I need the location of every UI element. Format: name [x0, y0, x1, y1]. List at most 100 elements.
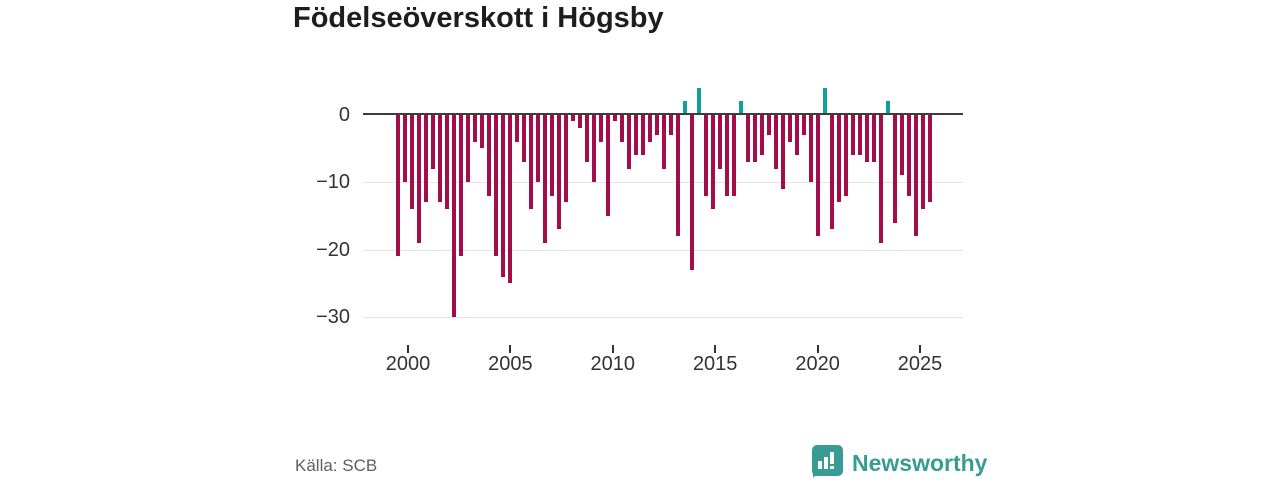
bar	[928, 114, 932, 203]
x-axis-tick	[611, 345, 614, 353]
bar	[452, 114, 456, 317]
bar	[767, 114, 771, 135]
bar	[739, 101, 743, 115]
x-axis-tick	[714, 345, 717, 353]
bar	[501, 114, 505, 277]
plot-area: 0 −10 −20 −30	[316, 85, 963, 327]
bar	[844, 114, 848, 196]
x-axis-tick	[919, 345, 921, 353]
bar	[718, 114, 722, 169]
gridline	[363, 317, 963, 318]
bar	[417, 114, 421, 243]
y-axis-tick-label: −30	[316, 306, 350, 328]
bar	[403, 114, 407, 182]
bar	[837, 114, 841, 203]
bar	[564, 114, 568, 203]
bar	[788, 114, 792, 142]
bar	[872, 114, 876, 162]
bar	[683, 101, 687, 115]
x-axis-tick-label: 2010	[590, 353, 636, 375]
y-axis-tick-label: −10	[316, 171, 350, 193]
bar	[781, 114, 785, 189]
bar	[424, 114, 428, 203]
bar	[557, 114, 561, 230]
bar	[669, 114, 673, 135]
gridline	[363, 182, 963, 183]
bar	[431, 114, 435, 169]
x-axis-tick-label: 2005	[488, 353, 533, 375]
bar	[662, 114, 666, 169]
bar	[858, 114, 862, 155]
bar	[634, 114, 638, 155]
bar	[816, 114, 820, 236]
bar	[802, 114, 806, 135]
x-axis-tick	[407, 345, 409, 353]
bar	[522, 114, 526, 162]
brand-lockup: Newsworthy	[810, 444, 987, 483]
bar	[865, 114, 869, 162]
bar	[886, 101, 890, 115]
bar	[515, 114, 519, 142]
x-axis-tick	[509, 345, 512, 353]
bar	[851, 114, 855, 155]
bar	[795, 114, 799, 155]
y-axis-tick-label: −20	[316, 238, 350, 261]
bar	[725, 114, 729, 196]
source-caption: Källa: SCB	[295, 456, 378, 475]
bar	[529, 114, 533, 209]
bar	[921, 114, 925, 209]
bar	[879, 114, 883, 243]
bar	[613, 114, 617, 122]
bar	[893, 114, 897, 223]
bar	[550, 114, 554, 196]
bar	[438, 114, 442, 203]
bar	[907, 114, 911, 196]
bar	[480, 114, 484, 149]
bar	[508, 114, 512, 284]
bar	[704, 114, 708, 196]
bar	[543, 114, 547, 243]
bar	[578, 114, 582, 128]
bar	[914, 114, 918, 236]
bar	[445, 114, 449, 209]
bar	[774, 114, 778, 169]
bar	[459, 114, 463, 257]
bar	[746, 114, 750, 162]
bar	[585, 114, 589, 162]
bar	[760, 114, 764, 155]
x-axis-tick	[816, 345, 819, 353]
bar	[473, 114, 477, 142]
x-axis-tick-label: 2020	[795, 353, 840, 375]
bar	[571, 114, 575, 122]
bar	[620, 114, 624, 142]
bar	[711, 114, 715, 209]
bar	[396, 114, 400, 257]
bar	[599, 114, 603, 142]
bar	[606, 114, 610, 216]
y-axis-tick-label: 0	[338, 103, 350, 126]
bar	[592, 114, 596, 182]
x-axis-tick-label: 2025	[897, 353, 943, 375]
brand-name: Newsworthy	[852, 450, 988, 476]
bar	[676, 114, 680, 236]
zero-baseline	[363, 113, 963, 115]
x-axis-tick-label: 2015	[692, 353, 738, 375]
bar	[697, 87, 701, 115]
bar	[641, 114, 645, 155]
bar	[487, 114, 491, 196]
bar	[655, 114, 659, 135]
bar	[753, 114, 757, 162]
bar	[494, 114, 498, 257]
bar	[690, 114, 694, 270]
gridline	[363, 249, 963, 251]
x-axis-tick-label: 2000	[385, 353, 431, 375]
bar	[900, 114, 904, 176]
chart-title: Födelseöverskott i Högsby	[293, 2, 664, 34]
bar	[627, 114, 631, 169]
bar	[732, 114, 736, 196]
newsworthy-logo-icon	[810, 444, 844, 483]
bar	[466, 114, 470, 182]
bar	[830, 114, 834, 230]
bar	[823, 87, 827, 115]
bar	[410, 114, 414, 209]
